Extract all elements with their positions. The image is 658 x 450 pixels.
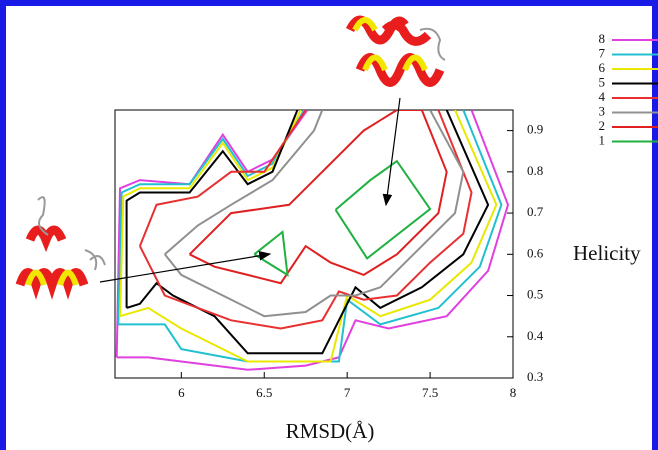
x-tick-label: 7.5 [422, 385, 438, 400]
contour-group [117, 110, 508, 370]
legend-label: 8 [599, 31, 606, 46]
y-tick-label: 0.4 [527, 328, 544, 343]
contour-line [190, 110, 447, 283]
y-tick-label: 0.8 [527, 163, 543, 178]
legend-label: 3 [599, 103, 606, 118]
legend-label: 7 [599, 45, 606, 60]
x-tick-label: 7 [344, 385, 351, 400]
y-tick-label: 0.5 [527, 287, 543, 302]
contour-line [254, 161, 430, 275]
chart: Helicity RMSD(Å) 6 6.5 7 7.5 8 0.3 0.4 0.5 0.6 0.… [0, 0, 658, 450]
legend-label: 1 [599, 132, 606, 147]
y-tick-label: 0.9 [527, 122, 543, 137]
legend-label: 6 [599, 60, 606, 75]
legend-label: 4 [599, 89, 606, 104]
helix-cartoon-left [20, 197, 105, 285]
helix-cartoon-top [350, 20, 445, 83]
y-tick-label: 0.3 [527, 369, 543, 384]
y-tick-label: 0.6 [527, 245, 544, 260]
contour-line [117, 110, 508, 370]
x-tick-label: 6 [178, 385, 185, 400]
y-tick-label: 0.7 [527, 204, 544, 219]
contour-line [140, 110, 472, 329]
y-axis-label: Helicity [573, 241, 641, 265]
contour-line [165, 110, 464, 316]
x-axis-label: RMSD(Å) [286, 419, 375, 443]
contour-line [127, 110, 489, 353]
legend-label: 2 [599, 118, 606, 133]
arrow [386, 98, 400, 205]
legend-label: 5 [599, 74, 606, 89]
x-tick-label: 8 [510, 385, 517, 400]
x-tick-label: 6.5 [256, 385, 272, 400]
